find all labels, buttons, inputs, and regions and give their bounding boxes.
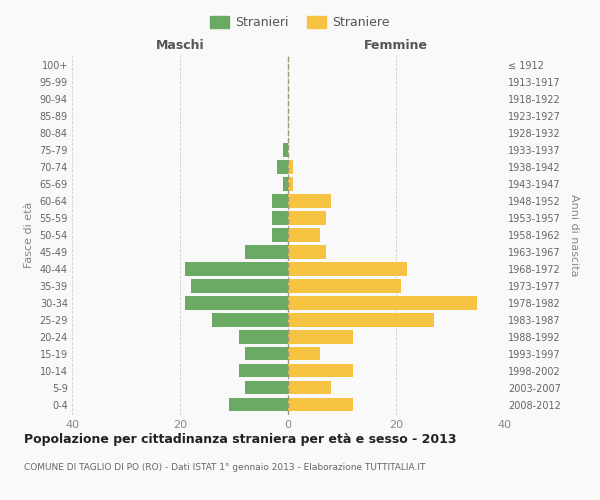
Bar bbox=[245, 381, 288, 394]
Bar bbox=[288, 398, 353, 411]
Y-axis label: Fasce di età: Fasce di età bbox=[24, 202, 34, 268]
Bar bbox=[288, 381, 331, 394]
Bar bbox=[239, 364, 288, 378]
Bar bbox=[288, 228, 320, 241]
Bar bbox=[288, 212, 326, 224]
Bar bbox=[185, 296, 288, 310]
Bar bbox=[288, 280, 401, 292]
Bar bbox=[277, 160, 288, 173]
Bar bbox=[245, 347, 288, 360]
Bar bbox=[283, 144, 288, 156]
Text: Femmine: Femmine bbox=[364, 38, 428, 52]
Bar bbox=[272, 194, 288, 207]
Bar bbox=[212, 314, 288, 326]
Y-axis label: Anni di nascita: Anni di nascita bbox=[569, 194, 580, 276]
Bar bbox=[283, 178, 288, 190]
Bar bbox=[239, 330, 288, 344]
Bar bbox=[288, 347, 320, 360]
Bar bbox=[288, 364, 353, 378]
Bar bbox=[288, 314, 434, 326]
Text: Maschi: Maschi bbox=[155, 38, 205, 52]
Bar bbox=[185, 262, 288, 276]
Bar bbox=[288, 194, 331, 207]
Bar bbox=[245, 246, 288, 258]
Bar bbox=[272, 228, 288, 241]
Bar bbox=[288, 262, 407, 276]
Bar bbox=[229, 398, 288, 411]
Bar bbox=[288, 296, 477, 310]
Text: Popolazione per cittadinanza straniera per età e sesso - 2013: Popolazione per cittadinanza straniera p… bbox=[24, 432, 457, 446]
Bar bbox=[288, 330, 353, 344]
Bar bbox=[288, 246, 326, 258]
Bar bbox=[288, 178, 293, 190]
Legend: Stranieri, Straniere: Stranieri, Straniere bbox=[205, 11, 395, 34]
Bar bbox=[288, 160, 293, 173]
Text: COMUNE DI TAGLIO DI PO (RO) - Dati ISTAT 1° gennaio 2013 - Elaborazione TUTTITAL: COMUNE DI TAGLIO DI PO (RO) - Dati ISTAT… bbox=[24, 462, 425, 471]
Bar bbox=[272, 212, 288, 224]
Bar bbox=[191, 280, 288, 292]
